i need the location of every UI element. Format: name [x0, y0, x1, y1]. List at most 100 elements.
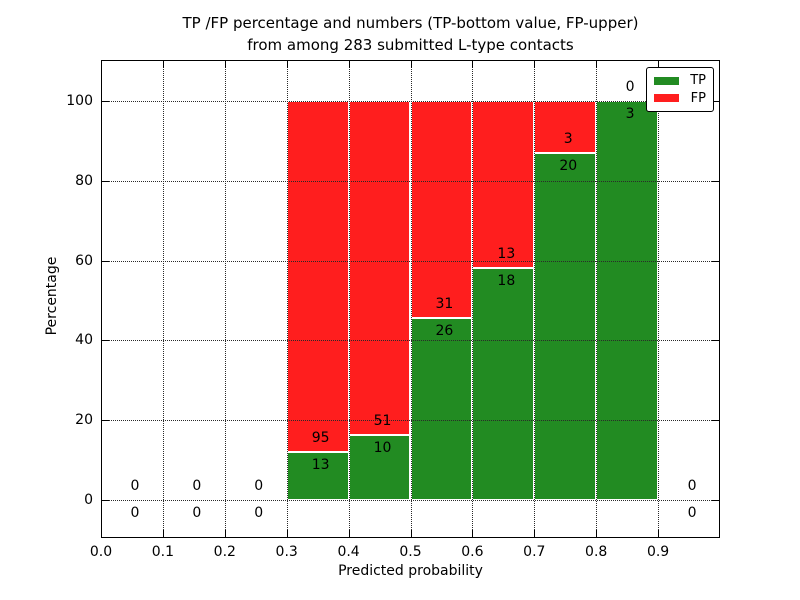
x-axis-tick: [224, 530, 226, 537]
tp-bar-segment: [472, 268, 535, 500]
fp-count-label: 13: [497, 246, 516, 263]
tp-count-label: 20: [559, 158, 578, 175]
chart-title: TP /FP percentage and numbers (TP-bottom…: [101, 12, 720, 56]
x-tick-label: 0.1: [151, 544, 175, 560]
vertical-gridline: [596, 60, 598, 538]
vertical-gridline: [348, 60, 350, 538]
tp-count-label: 0: [687, 505, 697, 521]
y-tick-label: 0: [84, 492, 93, 508]
x-tick-label: 0.6: [461, 544, 484, 560]
fp-count-label: 31: [435, 296, 454, 312]
fp-count-label: 0: [687, 478, 697, 494]
y-axis-right-tick: [712, 500, 719, 501]
tp-bar-segment: [534, 153, 597, 500]
x-axis-top-tick: [658, 61, 660, 68]
x-axis-tick: [410, 530, 412, 537]
x-axis-top-tick: [410, 61, 412, 68]
fp-legend-swatch: [654, 94, 679, 103]
tp-bar-segment: [286, 451, 349, 500]
tp-bar-segment: [410, 318, 473, 500]
y-axis-right-tick: [712, 180, 719, 182]
tp-count-label: 0: [192, 505, 202, 521]
x-axis-top-tick: [534, 61, 536, 68]
vertical-gridline: [658, 60, 660, 538]
fp-count-label: 0: [130, 478, 140, 494]
horizontal-gridline: [101, 260, 720, 262]
tp-legend-label: TP: [690, 73, 706, 89]
tp-count-label: 0: [130, 505, 140, 521]
x-axis-top-tick: [286, 61, 288, 68]
x-tick-label: 0.5: [399, 544, 422, 560]
fp-count-label: 3: [563, 131, 573, 148]
tp-count-label: 13: [311, 456, 330, 473]
vertical-gridline: [472, 60, 474, 538]
x-axis-top-tick: [348, 61, 350, 68]
horizontal-gridline: [101, 500, 720, 501]
x-axis-top-tick: [101, 61, 102, 68]
fp-count-label: 0: [625, 79, 635, 95]
chart-title-line1: TP /FP percentage and numbers (TP-bottom…: [182, 14, 639, 32]
y-axis-tick: [102, 101, 109, 102]
x-tick-label: 0.0: [89, 544, 113, 560]
x-axis-top-tick: [596, 61, 598, 68]
tp-count-label: 26: [435, 323, 454, 339]
y-axis-tick: [102, 500, 109, 501]
tp-bar-segment: [596, 101, 659, 500]
legend: TP FP: [646, 67, 714, 112]
fp-count-label: 0: [192, 478, 202, 494]
tp-count-label: 18: [497, 273, 516, 290]
chart-title-line2: from among 283 submitted L-type contacts: [247, 36, 574, 54]
fp-count-label: 51: [373, 412, 392, 429]
x-tick-label: 0.2: [213, 544, 236, 560]
x-axis-tick: [658, 530, 660, 537]
tp-legend-swatch: [654, 76, 679, 85]
y-axis-tick: [102, 340, 109, 342]
horizontal-gridline: [101, 101, 720, 102]
fp-bar-segment: [286, 101, 349, 452]
fp-count-label: 95: [311, 429, 330, 446]
tp-count-label: 10: [373, 439, 392, 456]
x-tick-label: 0.4: [337, 544, 360, 560]
y-tick-label: 20: [75, 412, 93, 429]
x-axis-tick: [596, 530, 598, 537]
tp-count-label: 3: [625, 106, 635, 122]
x-axis-tick: [348, 530, 350, 537]
x-axis-tick: [472, 530, 474, 537]
horizontal-gridline: [101, 180, 720, 182]
y-axis-tick: [102, 180, 109, 182]
y-tick-label: 80: [75, 172, 93, 189]
y-axis-right-tick: [712, 101, 719, 102]
y-tick-label: 60: [75, 252, 93, 269]
x-axis-top-tick: [162, 61, 164, 68]
x-axis-tick: [101, 530, 102, 537]
fp-legend-label: FP: [690, 90, 706, 106]
y-axis-tick: [102, 420, 109, 422]
x-axis-top-tick: [472, 61, 474, 68]
y-tick-label: 40: [75, 332, 93, 349]
fp-bar-segment: [410, 101, 473, 318]
fp-bar-segment: [348, 101, 411, 435]
fp-count-label: 0: [254, 478, 264, 494]
tp-count-label: 0: [254, 505, 264, 521]
x-tick-label: 0.3: [275, 544, 298, 560]
vertical-gridline: [410, 60, 412, 538]
x-axis-top-tick: [224, 61, 226, 68]
vertical-gridline: [286, 60, 288, 538]
y-axis-right-tick: [712, 340, 719, 342]
legend-entry: TP: [654, 74, 706, 87]
legend-entry: FP: [654, 92, 706, 105]
x-tick-label: 0.8: [585, 544, 608, 560]
y-axis-right-tick: [712, 260, 719, 262]
vertical-gridline: [162, 60, 164, 538]
x-tick-label: 0.9: [646, 544, 670, 560]
horizontal-gridline: [101, 340, 720, 342]
horizontal-gridline: [101, 420, 720, 422]
y-tick-label: 100: [66, 93, 93, 109]
y-axis-right-tick: [712, 420, 719, 422]
x-axis-tick: [534, 530, 536, 537]
y-axis-tick: [102, 260, 109, 262]
vertical-gridline: [534, 60, 536, 538]
x-tick-label: 0.7: [523, 544, 546, 560]
x-axis-tick: [286, 530, 288, 537]
